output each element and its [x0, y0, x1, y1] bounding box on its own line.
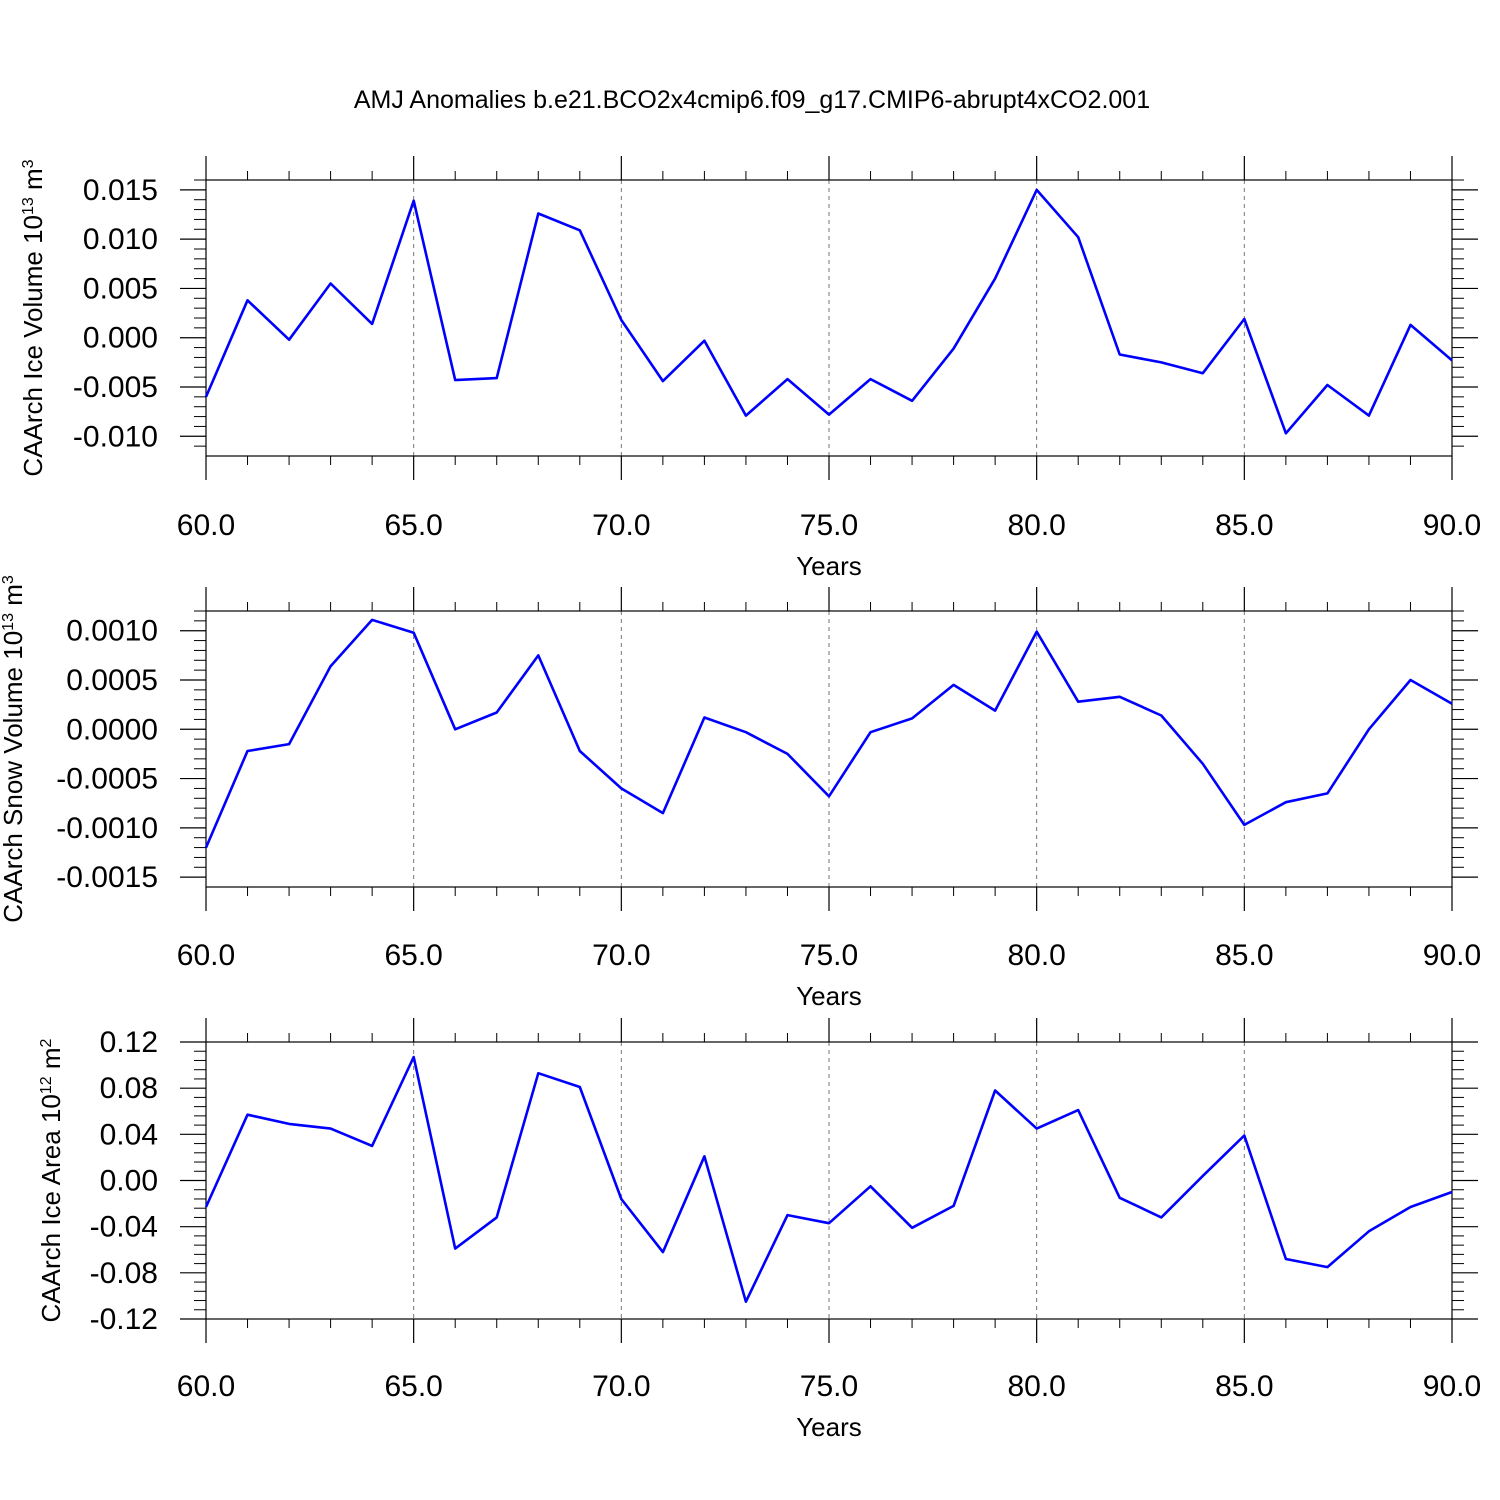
figure-title: AMJ Anomalies b.e21.BCO2x4cmip6.f09_g17.…: [354, 86, 1150, 114]
x-tick-label: 65.0: [384, 939, 442, 972]
y-tick-label: 0.015: [83, 174, 158, 207]
y-axis-label-superscript: 2: [38, 1038, 55, 1047]
y-axis-label-part: CAArch Ice Volume 10: [18, 215, 48, 477]
y-axis-label-superscript: 13: [20, 197, 37, 215]
y-axis-label-part: CAArch Ice Area 10: [36, 1094, 66, 1322]
y-axis-label: CAArch Ice Volume 1013 m3: [18, 159, 48, 476]
chart-panel-1: 60.0 65.0 70.0 75.0 80.0 85.0 90.0 -0.010 -0.005…: [18, 156, 1481, 581]
chart-panel-3: 60.0 65.0 70.0 75.0 80.0 85.0 90.0 -0.12 -0.08 -0…: [36, 1018, 1481, 1442]
y-tick-label: 0.00: [100, 1165, 158, 1198]
x-tick-label: 90.0: [1423, 939, 1481, 972]
x-tick-label: 75.0: [800, 939, 858, 972]
y-tick-label: 0.0000: [66, 713, 158, 746]
y-tick-label: -0.04: [90, 1211, 158, 1244]
y-axis-label-superscript: 13: [0, 613, 17, 631]
x-tick-label: 85.0: [1215, 1370, 1273, 1403]
x-tick-label: 60.0: [177, 509, 235, 542]
chart-panels: 60.0 65.0 70.0 75.0 80.0 85.0 90.0 -0.010 -0.005…: [0, 156, 1481, 1442]
x-tick-label: 80.0: [1007, 939, 1065, 972]
y-tick-label: 0.0005: [66, 664, 158, 697]
x-tick-label: 65.0: [384, 509, 442, 542]
x-axis-label: Years: [796, 1412, 862, 1442]
series-line: [204, 188, 1453, 435]
y-tick-label: -0.0005: [56, 763, 158, 796]
x-axis-label: Years: [796, 551, 862, 581]
series-line: [204, 618, 1453, 849]
x-tick-label: 70.0: [592, 1370, 650, 1403]
x-axis-label: Years: [796, 981, 862, 1011]
y-tick-label: -0.12: [90, 1303, 158, 1336]
x-tick-label: 90.0: [1423, 509, 1481, 542]
y-tick-label: 0.08: [100, 1072, 158, 1105]
x-tick-label: 80.0: [1007, 509, 1065, 542]
y-axis-label-part: m: [18, 168, 48, 197]
y-axis-label: CAArch Ice Area 1012 m2: [36, 1038, 66, 1322]
x-tick-label: 85.0: [1215, 939, 1273, 972]
x-tick-label: 75.0: [800, 509, 858, 542]
y-tick-label: 0.04: [100, 1118, 158, 1151]
y-tick-label: -0.005: [73, 371, 158, 404]
y-axis-label: CAArch Snow Volume 1013 m3: [0, 575, 28, 923]
y-axis-label-part: m: [36, 1047, 66, 1076]
x-tick-label: 90.0: [1423, 1370, 1481, 1403]
x-tick-label: 75.0: [800, 1370, 858, 1403]
chart-panel-2: 60.0 65.0 70.0 75.0 80.0 85.0 90.0 -0.0015 -0.00…: [0, 575, 1481, 1011]
y-axis-label-superscript: 12: [38, 1076, 55, 1094]
y-tick-label: -0.08: [90, 1257, 158, 1290]
y-tick-label: -0.010: [73, 420, 158, 453]
y-tick-label: 0.010: [83, 223, 158, 256]
y-axis-label-superscript: 3: [0, 575, 17, 584]
x-tick-label: 70.0: [592, 939, 650, 972]
y-tick-label: -0.0015: [56, 861, 158, 894]
x-tick-label: 85.0: [1215, 509, 1273, 542]
y-tick-label: -0.0010: [56, 812, 158, 845]
y-tick-label: 0.005: [83, 272, 158, 305]
y-axis-label-part: CAArch Snow Volume 10: [0, 631, 28, 923]
y-tick-label: 0.12: [100, 1026, 158, 1059]
y-axis-label-part: m: [0, 584, 28, 613]
y-axis-label-superscript: 3: [20, 159, 37, 168]
x-tick-label: 60.0: [177, 1370, 235, 1403]
y-tick-label: 0.0010: [66, 615, 158, 648]
x-tick-label: 60.0: [177, 939, 235, 972]
x-tick-label: 65.0: [384, 1370, 442, 1403]
series-line: [204, 1055, 1453, 1303]
y-tick-label: 0.000: [83, 322, 158, 355]
x-tick-label: 80.0: [1007, 1370, 1065, 1403]
x-tick-label: 70.0: [592, 509, 650, 542]
